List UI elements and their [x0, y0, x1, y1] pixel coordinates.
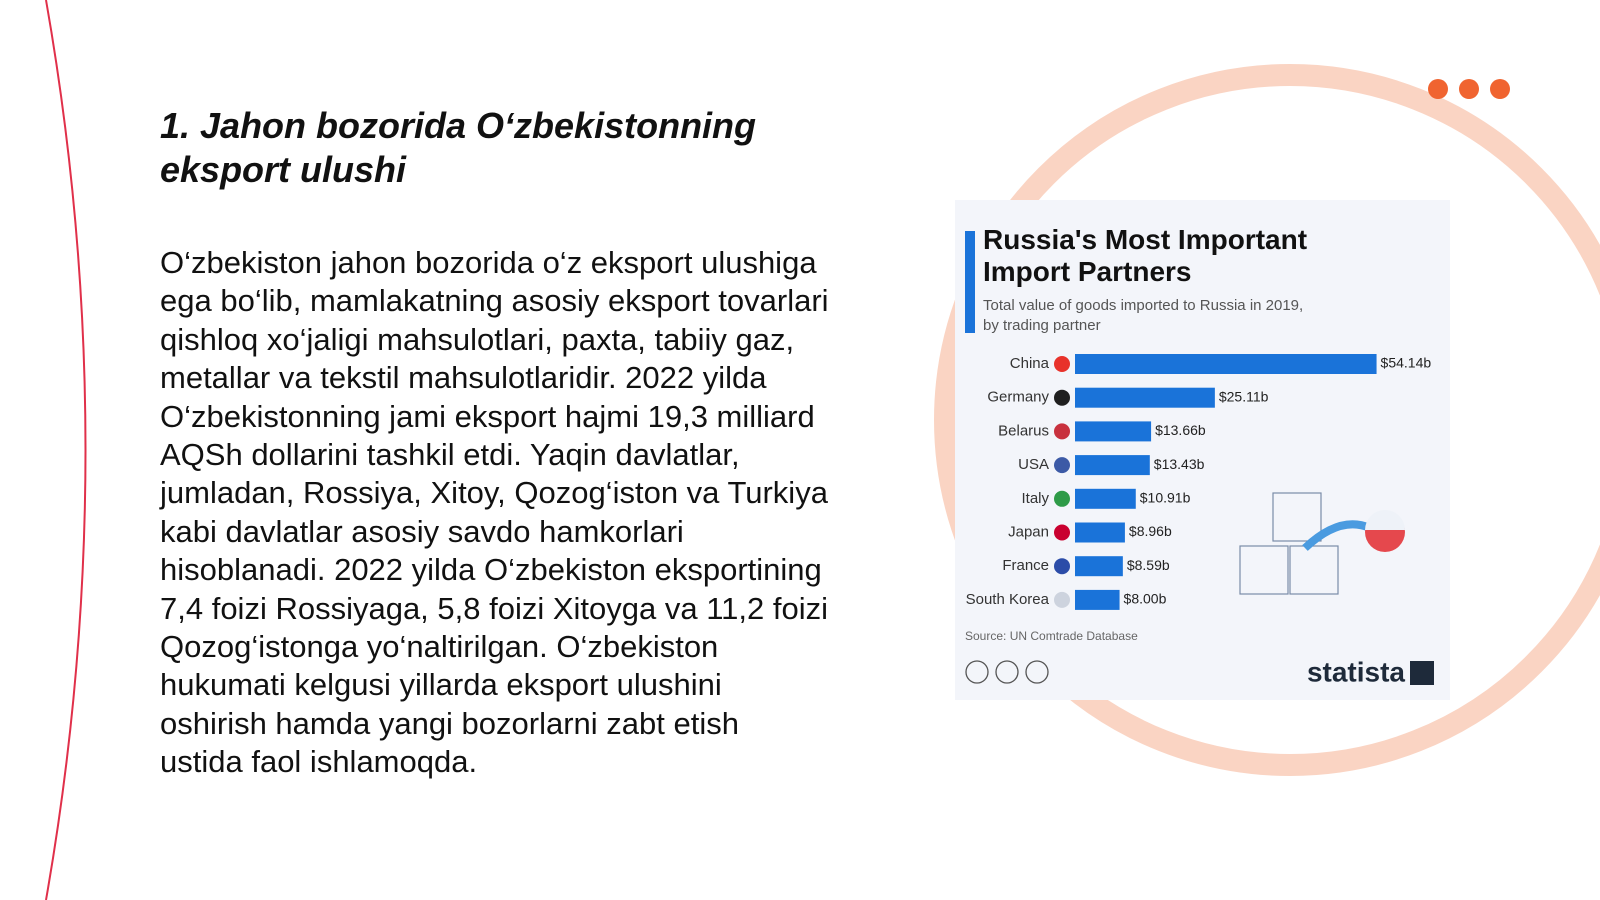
category-label: China: [1010, 355, 1050, 372]
category-label: Belarus: [998, 422, 1049, 439]
illustration: [1239, 492, 1405, 595]
category-label: South Korea: [966, 591, 1050, 608]
brand-icon: [1410, 661, 1434, 685]
left-curve: [45, 0, 87, 900]
value-label: $13.66b: [1155, 422, 1206, 438]
chart-title: Russia's Most Important Import Partners: [983, 224, 1307, 287]
bar: [1075, 522, 1125, 543]
flag: [1054, 457, 1070, 474]
category-label: Italy: [1021, 490, 1049, 507]
bar: [1075, 455, 1150, 476]
flag: [1054, 524, 1070, 541]
slide-title: 1. Jahon bozorida O‘zbekistonning ekspor…: [160, 105, 757, 190]
license-icons: [965, 660, 1049, 684]
value-label: $8.00b: [1124, 591, 1167, 607]
bar: [1075, 589, 1120, 610]
arc: [934, 64, 1600, 776]
value-label: $54.14b: [1381, 355, 1432, 371]
flag: [1054, 591, 1070, 608]
brand: statista: [1307, 656, 1405, 687]
value-label: $25.11b: [1219, 388, 1269, 404]
dot: [1428, 79, 1448, 99]
accent-bar: [965, 231, 975, 333]
chart-subtitle: Total value of goods imported to Russia …: [983, 297, 1303, 334]
bar: [1075, 556, 1123, 577]
dot: [1459, 79, 1479, 99]
flag: [1054, 490, 1070, 507]
bar: [1075, 354, 1377, 374]
flag: [1054, 389, 1070, 406]
value-label: $10.91b: [1140, 490, 1191, 506]
bar: [1075, 387, 1215, 408]
slide-body: O‘zbekiston jahon bozorida o‘z eksport u…: [160, 245, 829, 780]
dot: [1490, 79, 1510, 99]
flag: [1054, 423, 1070, 440]
chart-source: Source: UN Comtrade Database: [965, 629, 1138, 643]
bar: [1075, 488, 1136, 509]
value-label: $13.43b: [1154, 456, 1205, 472]
flag: [1054, 356, 1070, 372]
flag: [1054, 558, 1070, 575]
category-label: Germany: [987, 389, 1049, 406]
category-label: France: [1002, 557, 1049, 574]
chart-card: [955, 200, 1450, 700]
category-label: USA: [1018, 456, 1049, 473]
bar: [1075, 421, 1152, 442]
value-label: $8.96b: [1129, 523, 1172, 539]
value-label: $8.59b: [1127, 557, 1170, 573]
category-label: Japan: [1008, 523, 1049, 540]
